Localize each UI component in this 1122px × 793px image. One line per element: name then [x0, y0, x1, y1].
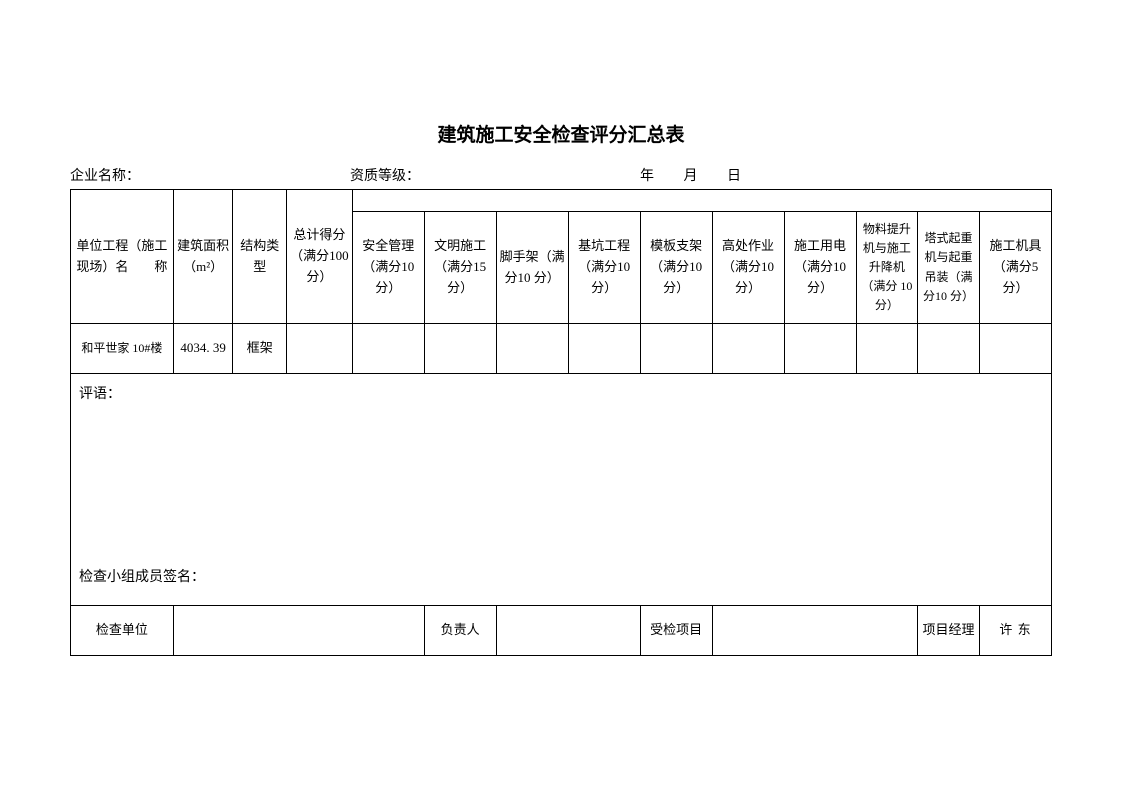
cell-c5 — [352, 324, 424, 374]
th-c13: 塔式起重机与起重吊装（满分10 分） — [918, 212, 980, 324]
th-c14: 施工机具（满分5 分） — [979, 212, 1051, 324]
cell-c6 — [424, 324, 496, 374]
signature-label: 检查小组成员签名： — [79, 567, 205, 589]
comments-label: 评语： — [79, 384, 1043, 406]
th-project: 单位工程（施工现场）名 称 — [71, 190, 174, 324]
th-c6: 文明施工（满分15 分） — [424, 212, 496, 324]
date-year: 年 — [640, 165, 654, 185]
check-unit-label: 检查单位 — [71, 606, 174, 656]
cell-c9 — [640, 324, 712, 374]
inspected-value — [712, 606, 918, 656]
meta-row: 企业名称： 资质等级： 年 月 日 — [70, 165, 1052, 185]
th-total: 总计得分（满分100 分） — [286, 190, 352, 324]
comments-row: 评语： 检查小组成员签名： — [71, 374, 1052, 606]
responsible-label: 负责人 — [424, 606, 496, 656]
th-area: 建筑面积（m²） — [173, 190, 233, 324]
check-unit-value — [173, 606, 424, 656]
page-title: 建筑施工安全检查评分汇总表 — [70, 120, 1052, 147]
cell-structure: 框架 — [233, 324, 286, 374]
th-c5: 安全管理（满分10 分） — [352, 212, 424, 324]
responsible-value — [496, 606, 640, 656]
header-spacer-row: 单位工程（施工现场）名 称 建筑面积（m²） 结构类型 总计得分（满分100 分… — [71, 190, 1052, 212]
th-group-blank — [352, 190, 1051, 212]
cell-c12 — [856, 324, 918, 374]
cell-c13 — [918, 324, 980, 374]
th-c11: 施工用电（满分10 分） — [784, 212, 856, 324]
date-day: 日 — [727, 165, 741, 185]
cell-area: 4034. 39 — [173, 324, 233, 374]
cell-c8 — [568, 324, 640, 374]
comments-cell: 评语： 检查小组成员签名： — [71, 374, 1052, 606]
footer-row: 检查单位 负责人 受检项目 项目经理 许 东 — [71, 606, 1052, 656]
cell-c10 — [712, 324, 784, 374]
cell-total — [286, 324, 352, 374]
th-c12: 物料提升机与施工升降机（满分 10 分） — [856, 212, 918, 324]
cell-c14 — [979, 324, 1051, 374]
th-c9: 模板支架（满分10 分） — [640, 212, 712, 324]
date-month: 月 — [684, 165, 698, 185]
th-c10: 高处作业（满分10 分） — [712, 212, 784, 324]
main-table: 单位工程（施工现场）名 称 建筑面积（m²） 结构类型 总计得分（满分100 分… — [70, 189, 1052, 656]
grade-label: 资质等级： — [350, 165, 640, 185]
th-structure: 结构类型 — [233, 190, 286, 324]
th-c7: 脚手架（满分10 分） — [496, 212, 568, 324]
pm-label: 项目经理 — [918, 606, 980, 656]
table-row: 和平世家 10#楼 4034. 39 框架 — [71, 324, 1052, 374]
th-c8: 基坑工程（满分10 分） — [568, 212, 640, 324]
inspected-label: 受检项目 — [640, 606, 712, 656]
date-row: 年 月 日 — [640, 165, 741, 185]
cell-c11 — [784, 324, 856, 374]
company-label: 企业名称： — [70, 165, 350, 185]
cell-project-name: 和平世家 10#楼 — [71, 324, 174, 374]
pm-value: 许 东 — [979, 606, 1051, 656]
cell-c7 — [496, 324, 568, 374]
